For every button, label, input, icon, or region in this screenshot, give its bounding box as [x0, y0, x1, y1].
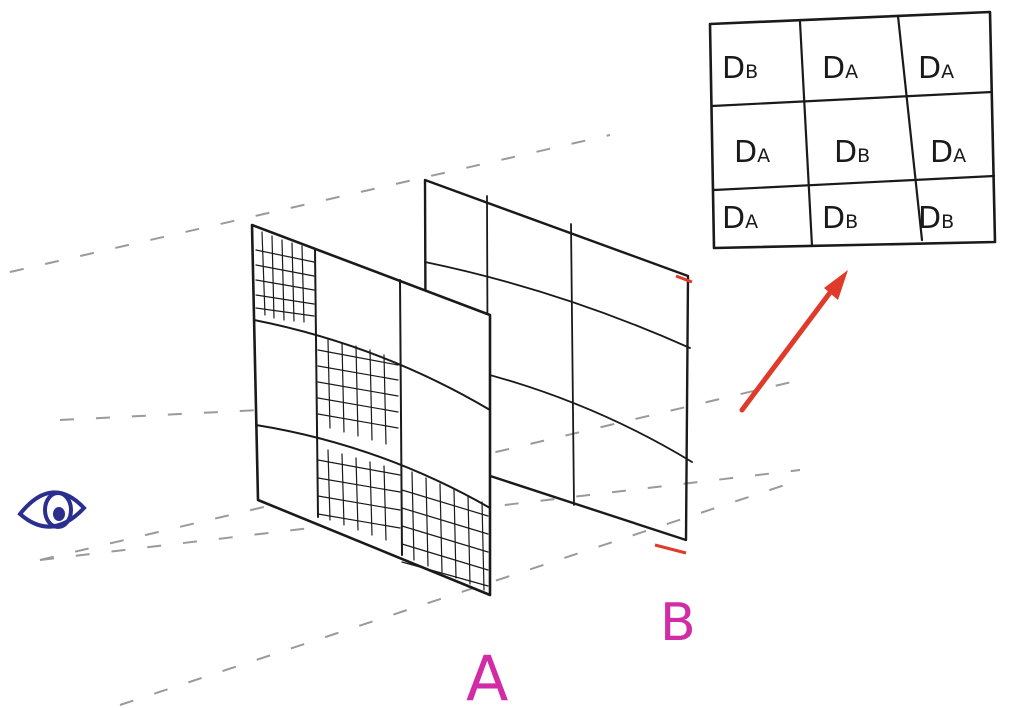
grid-cell-main: D — [822, 51, 845, 86]
grid-cell-0-2: DA — [918, 51, 954, 86]
grid-cell-2-2: DB — [918, 201, 954, 236]
grid-cell-main: D — [918, 51, 941, 86]
grid-cell-sub: A — [941, 61, 954, 83]
grid-cell-1-2: DA — [930, 135, 966, 170]
hatch-cell-2-1 — [317, 449, 401, 541]
grid-cell-sub: A — [745, 211, 758, 233]
grid-cell-main: D — [930, 135, 953, 170]
grid-cell-main: D — [918, 201, 941, 236]
grid-cell-main: D — [722, 51, 745, 86]
hatch-cell-1-1 — [317, 339, 399, 445]
grid-cell-2-0: DA — [722, 201, 758, 236]
grid-cell-2-1: DB — [822, 201, 858, 236]
grid-cell-main: D — [722, 201, 745, 236]
screen-b-label: B — [660, 593, 696, 653]
eye-icon — [17, 490, 87, 529]
screen-a-label: A — [466, 642, 508, 708]
grid-cell-sub: A — [757, 145, 770, 167]
grid-cell-0-1: DA — [822, 51, 858, 86]
perspective-guides — [9, 134, 801, 706]
grid-cell-sub: B — [857, 145, 870, 167]
hatch-cell-2-2 — [401, 471, 489, 591]
grid-cell-main: D — [834, 135, 857, 170]
grid-cell-1-0: DA — [734, 135, 770, 170]
grid-cell-0-0: DB — [722, 51, 758, 86]
screen-a — [250, 223, 492, 597]
grid-cell-sub: B — [941, 211, 954, 233]
grid-cell-1-1: DB — [834, 135, 870, 170]
grid-cell-sub: B — [845, 211, 858, 233]
grid-cell-sub: B — [745, 61, 758, 83]
grid-cell-main: D — [822, 201, 845, 236]
grid-cell-main: D — [734, 135, 757, 170]
grid-cell-sub: A — [845, 61, 858, 83]
hatch-cell-0-0 — [255, 231, 315, 323]
arrow-icon — [739, 270, 848, 413]
grid-cell-sub: A — [953, 145, 966, 167]
